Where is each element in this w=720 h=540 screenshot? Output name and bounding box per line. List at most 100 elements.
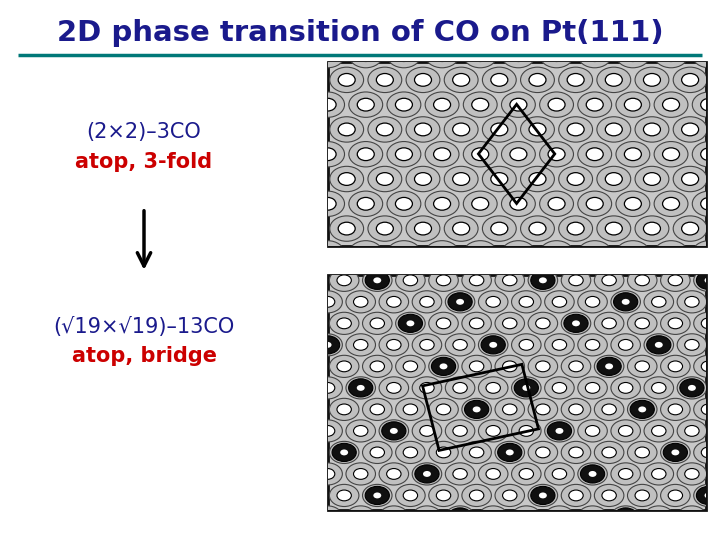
Circle shape (693, 241, 720, 266)
Circle shape (661, 312, 690, 334)
Circle shape (406, 67, 440, 92)
Circle shape (673, 266, 707, 291)
Circle shape (654, 241, 688, 266)
Circle shape (502, 141, 536, 167)
Circle shape (552, 253, 567, 264)
Circle shape (472, 247, 489, 260)
Circle shape (253, 216, 287, 241)
Circle shape (415, 222, 431, 235)
Circle shape (319, 198, 336, 210)
Circle shape (290, 299, 298, 305)
Circle shape (446, 291, 475, 313)
Circle shape (413, 463, 442, 485)
Circle shape (661, 441, 690, 463)
Circle shape (545, 334, 575, 356)
Circle shape (618, 340, 633, 350)
Circle shape (652, 426, 666, 436)
Circle shape (254, 340, 269, 350)
Circle shape (297, 399, 325, 421)
Circle shape (529, 73, 546, 86)
Circle shape (357, 247, 374, 260)
Circle shape (644, 248, 674, 270)
Circle shape (413, 420, 442, 442)
Circle shape (415, 272, 431, 285)
Circle shape (652, 382, 666, 393)
Circle shape (469, 232, 484, 242)
Circle shape (363, 528, 392, 540)
Circle shape (330, 67, 364, 92)
Text: atop, 3-fold: atop, 3-fold (76, 152, 212, 172)
Circle shape (602, 490, 616, 501)
Circle shape (354, 426, 368, 436)
Circle shape (635, 18, 669, 43)
Circle shape (678, 334, 707, 356)
Circle shape (548, 296, 565, 309)
Circle shape (396, 399, 425, 421)
Circle shape (661, 399, 690, 421)
Circle shape (595, 399, 624, 421)
Circle shape (606, 173, 622, 185)
Circle shape (711, 377, 720, 399)
Circle shape (521, 166, 554, 192)
Circle shape (540, 241, 574, 266)
Circle shape (694, 226, 720, 248)
Circle shape (479, 506, 508, 528)
Circle shape (502, 241, 536, 266)
Circle shape (329, 528, 359, 540)
Circle shape (387, 191, 420, 217)
Circle shape (271, 232, 285, 242)
Circle shape (701, 533, 716, 540)
Circle shape (661, 355, 690, 377)
Circle shape (693, 191, 720, 217)
Circle shape (510, 49, 527, 62)
Circle shape (701, 98, 718, 111)
Circle shape (595, 528, 624, 540)
Circle shape (586, 247, 603, 260)
Circle shape (262, 173, 279, 185)
Circle shape (346, 291, 376, 313)
Circle shape (540, 290, 574, 315)
Circle shape (472, 148, 489, 160)
Circle shape (503, 490, 517, 501)
Circle shape (694, 441, 720, 463)
Circle shape (502, 92, 536, 117)
Circle shape (578, 290, 612, 315)
Circle shape (243, 0, 260, 12)
Circle shape (528, 399, 558, 421)
Circle shape (482, 166, 516, 192)
Circle shape (320, 253, 335, 264)
Circle shape (662, 98, 680, 111)
Circle shape (320, 511, 335, 522)
Circle shape (426, 43, 459, 68)
Circle shape (578, 43, 612, 68)
Circle shape (346, 248, 376, 270)
Circle shape (429, 355, 459, 377)
Circle shape (545, 463, 575, 485)
Circle shape (243, 98, 260, 111)
Circle shape (464, 141, 498, 167)
Circle shape (365, 487, 390, 504)
Circle shape (644, 73, 660, 86)
Circle shape (495, 226, 525, 248)
Circle shape (486, 426, 500, 436)
Circle shape (272, 141, 307, 167)
Circle shape (440, 363, 448, 369)
Circle shape (332, 228, 356, 246)
Circle shape (311, 92, 345, 117)
Circle shape (479, 463, 508, 485)
Circle shape (312, 463, 343, 485)
Circle shape (426, 0, 459, 18)
Circle shape (685, 511, 699, 522)
Circle shape (663, 228, 688, 246)
Circle shape (396, 355, 425, 377)
Circle shape (281, 247, 298, 260)
Circle shape (711, 506, 720, 528)
Circle shape (512, 334, 541, 356)
Circle shape (678, 291, 707, 313)
Circle shape (272, 92, 307, 117)
Circle shape (415, 123, 431, 136)
Circle shape (718, 511, 720, 522)
Circle shape (311, 141, 345, 167)
Circle shape (701, 296, 718, 309)
Circle shape (300, 123, 317, 136)
